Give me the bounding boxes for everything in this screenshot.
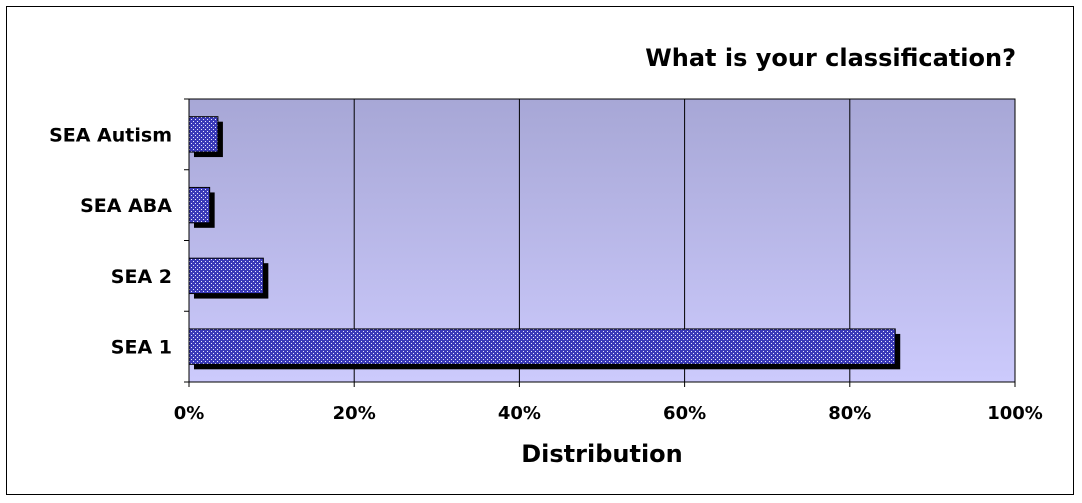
bar <box>188 116 219 153</box>
bar <box>188 186 211 224</box>
x-tick-label: 100% <box>987 403 1043 424</box>
x-tick-label: 60% <box>663 403 706 424</box>
bar <box>188 328 896 365</box>
x-tick-label: 80% <box>828 403 871 424</box>
bars <box>188 116 901 370</box>
x-tick-label: 0% <box>174 403 205 424</box>
chart-title: What is your classification? <box>645 44 1016 72</box>
category-label: SEA Autism <box>49 124 172 146</box>
category-label: SEA ABA <box>80 195 172 217</box>
x-axis-title: Distribution <box>521 440 683 468</box>
bar <box>188 257 264 295</box>
category-label: SEA 1 <box>111 337 172 359</box>
category-label: SEA 2 <box>111 266 172 288</box>
x-tick-label: 20% <box>333 403 376 424</box>
category-labels: SEA Autism SEA ABA SEA 2 SEA 1 <box>49 124 172 358</box>
x-tick-label: 40% <box>498 403 541 424</box>
x-tick-labels: 0% 20% 40% 60% 80% 100% <box>174 403 1043 424</box>
